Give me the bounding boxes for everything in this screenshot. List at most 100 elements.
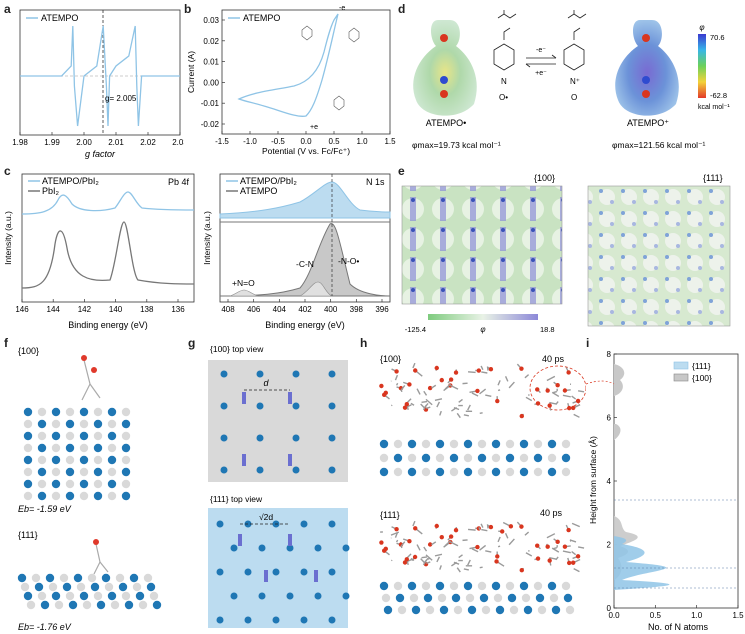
f-top-slab-atom: [107, 407, 117, 417]
chart-b-yticks: -0.02 -0.01 0.00 0.01 0.02 0.03: [201, 16, 225, 129]
h-bottom-slab-atom: [495, 605, 505, 615]
f-top-slab-atom: [37, 419, 47, 429]
b-yticks-label-1: -0.01: [201, 99, 220, 108]
b-xticks-label-6: 1.5: [384, 137, 396, 146]
surface-100-label: {100}: [534, 173, 555, 183]
h-top-molecules-atom: [379, 383, 384, 389]
f-top-slab-atom: [121, 491, 131, 501]
chart-a-series-atempo: [20, 25, 180, 127]
h-top-molecules-bond: [395, 382, 399, 386]
chart-b-molecule-sketches: [301, 25, 360, 111]
h-bottom-slab-atom: [491, 581, 501, 591]
h-bottom-molecules-bond: [571, 550, 577, 556]
f-bottom-slab-atom: [152, 600, 162, 610]
g-bottom-atom: [300, 568, 308, 576]
h-top-molecules-bond: [394, 374, 399, 381]
panel-label-g: g: [188, 336, 196, 350]
h-bottom-slab-atom: [393, 581, 403, 591]
b-yticks-label-5: 0.03: [203, 16, 219, 25]
g-bottom-atom: [258, 544, 266, 552]
f-top-slab-atom: [79, 431, 89, 441]
h-bottom-slab-atom: [437, 593, 447, 603]
chart-b-legend-label: ATEMPO: [243, 13, 280, 23]
h-top-molecules-atom: [519, 366, 524, 371]
i-xticks-label-2: 1.0: [691, 611, 703, 620]
h-top-slab-atom: [449, 439, 459, 449]
h-bottom-slab-atom: [465, 593, 475, 603]
f-bottom-slab-atom: [54, 600, 64, 610]
h-top-facet: {100}: [380, 354, 401, 364]
c1-xticks-label-4: 138: [140, 305, 154, 314]
chart-i-dist-100-high: [614, 364, 625, 396]
h-top-molecules-bond: [480, 365, 484, 371]
arrow-bottom-label: +e⁻: [535, 70, 547, 77]
molecule-right-phi: φmax=121.56 kcal mol⁻¹: [612, 140, 706, 150]
h-bottom-molecules-bond: [416, 544, 421, 551]
chart-c1-title: Pb 4f: [168, 177, 190, 187]
h-top-molecules-bond: [439, 410, 442, 416]
h-bottom-slab-atom: [435, 581, 445, 591]
h-bottom-molecules-bond: [524, 531, 530, 536]
h-bottom-slab-atom: [561, 581, 571, 591]
h-top-molecules-bond: [458, 398, 463, 403]
f-bottom-slab-atom: [107, 591, 117, 601]
h-top-molecules-bond: [551, 391, 560, 398]
f-bottom-slab-atom: [135, 591, 145, 601]
panel-label-b: b: [184, 2, 192, 16]
h-bottom-molecules-atom: [575, 554, 581, 559]
h-bottom-slab-atom: [549, 593, 559, 603]
h-bottom-slab-atom: [395, 593, 405, 603]
chart-b-xlabel: Potential (V vs. Fc/Fc⁺): [262, 146, 350, 156]
h-top-slab-atom: [477, 453, 487, 463]
h-top-slab-atom: [491, 453, 501, 463]
g-top-atom: [220, 434, 228, 442]
h-top-molecules-atom: [413, 368, 418, 373]
g-bottom-atom: [328, 568, 336, 576]
f-top-slab-atom: [23, 455, 33, 465]
surface-colorbar-min: -125.4: [405, 325, 426, 334]
h-bottom-molecules-bond: [456, 567, 461, 573]
h-top-molecules-bond: [412, 362, 416, 369]
h-top-slab-atom: [491, 467, 501, 477]
a-xticks-label-5: 2.03: [172, 138, 184, 147]
h-bottom-molecules-bond: [426, 561, 431, 564]
chart-b-xticks: -1.5 -1.0 -0.5 0.0 0.5 1.0 1.5: [215, 131, 396, 146]
h-top-molecules-bond: [463, 414, 469, 417]
chart-c1-legend-label-1: PbI₂: [42, 186, 60, 196]
panel-label-d: d: [398, 2, 406, 16]
h-bottom-slab-atom: [381, 593, 391, 603]
h-top-molecules-atom: [547, 403, 552, 408]
g-bottom-atom: [342, 544, 350, 552]
h-top-slab-atom: [463, 453, 473, 463]
molecule-left-phi: φmax=19.73 kcal mol⁻¹: [412, 140, 501, 150]
f-top-slab-atom: [107, 443, 117, 453]
f-top-slab-atom: [23, 467, 33, 477]
h-bottom-molecules-bond: [458, 554, 463, 559]
b-xticks-label-0: -1.5: [215, 137, 229, 146]
c1-xticks-label-5: 136: [171, 305, 185, 314]
f-bottom-slab-atom: [26, 600, 36, 610]
f-top-slab-atom: [65, 431, 75, 441]
g-bottom-atom: [230, 544, 238, 552]
h-bottom-slab-atom: [423, 593, 433, 603]
chart-c2-xps-n: ATEMPO/PbI₂ ATEMPO N 1s -N-O• -C-N +N=O …: [202, 173, 391, 330]
f-bottom-slab-atom: [96, 600, 106, 610]
panel-label-f: f: [4, 336, 8, 350]
g-top-atom: [256, 434, 264, 442]
g-bottom-atom: [328, 616, 336, 624]
f-top-slab-atom: [121, 479, 131, 489]
h-top-molecules-bond: [456, 412, 461, 419]
h-bottom-molecules-bond: [478, 527, 481, 531]
molecule-left-name: ATEMPO•: [426, 118, 467, 128]
g-bottom-molecule: [238, 534, 242, 546]
i-yticks-label-2: 4: [607, 477, 612, 486]
h-top-molecules-atom: [453, 370, 459, 375]
g-top-molecule: [242, 392, 246, 404]
f-bottom-slab-atom: [62, 582, 72, 592]
h-bottom-facet: {111}: [380, 510, 400, 520]
h-bottom-molecules-bond: [569, 539, 577, 543]
h-top-molecules-bond: [571, 395, 577, 400]
f-bottom-slab-atom: [23, 591, 33, 601]
h-top-slab-atom: [505, 439, 515, 449]
h-bottom-molecules-bond: [463, 568, 469, 571]
